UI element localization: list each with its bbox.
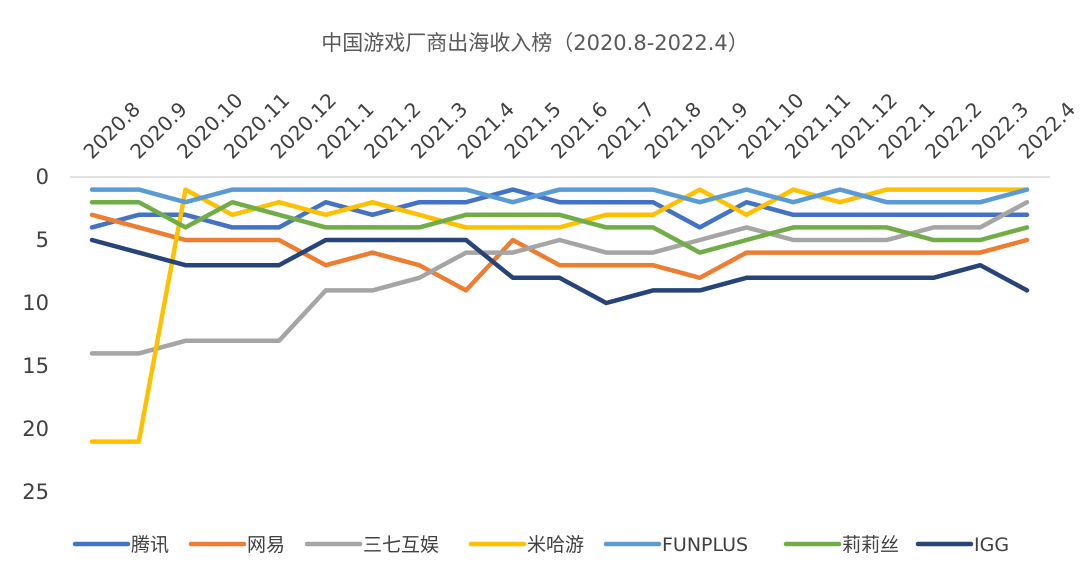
series-line-0 [89, 187, 1030, 230]
series-line-1 [89, 212, 1030, 293]
legend-label: 腾讯 [131, 534, 169, 556]
series-line-2 [89, 199, 1030, 356]
series-line-5 [89, 199, 1030, 255]
chart-title: 中国游戏厂商出海收入榜（2020.8-2022.4） [321, 31, 749, 55]
legend-label: IGG [974, 534, 1009, 556]
y-tick-label: 15 [22, 354, 49, 378]
y-tick-label: 10 [22, 291, 49, 315]
y-tick-label: 20 [22, 417, 49, 441]
y-tick-label: 25 [22, 480, 49, 504]
legend: 腾讯 网易 三七互娱 米哈游 FUNPLUS 莉莉丝 IGG [72, 534, 1009, 556]
x-tick-labels: 2020.82020.92020.102020.112020.122021.12… [79, 88, 1080, 163]
legend-label: 三七互娱 [363, 534, 439, 556]
y-tick-label: 0 [36, 165, 49, 189]
series-line-3 [89, 187, 1030, 444]
series-line-6 [89, 237, 1030, 306]
series-lines [89, 187, 1030, 444]
legend-label: 莉莉丝 [842, 534, 899, 556]
series-line-4 [89, 187, 1030, 205]
y-tick-labels: 0 5 10 15 20 25 [22, 165, 49, 504]
legend-label: FUNPLUS [662, 534, 748, 556]
legend-label: 网易 [247, 534, 285, 556]
y-tick-label: 5 [36, 228, 49, 252]
legend-label: 米哈游 [527, 534, 584, 556]
